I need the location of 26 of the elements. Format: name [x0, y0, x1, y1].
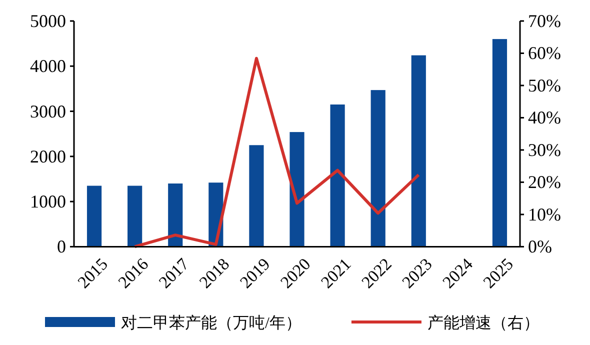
line-series: [133, 56, 420, 248]
y-tick-label: 4000: [30, 56, 66, 76]
bar: [492, 39, 508, 247]
y2-tick-label: 40%: [528, 108, 561, 128]
y2-tick-label: 50%: [528, 75, 561, 96]
bar: [370, 90, 386, 247]
y2-tick-label: 30%: [528, 140, 561, 160]
y-tick-label: 2000: [30, 146, 66, 166]
bar: [86, 186, 102, 247]
y2-tick-label: 10%: [528, 204, 561, 224]
bar: [128, 186, 142, 247]
y2-tick-label: 20%: [528, 172, 561, 192]
bar: [411, 55, 426, 247]
y-tick-label: 5000: [30, 11, 66, 31]
bar: [249, 145, 264, 247]
y-tick-label: 1000: [30, 192, 66, 212]
legend-label: 对二甲苯产能（万吨/年）: [121, 314, 302, 332]
y2-tick-label: 70%: [528, 11, 561, 31]
bar: [290, 132, 304, 247]
bar: [168, 184, 183, 247]
y2-tick-label: 0%: [528, 236, 552, 257]
legend-label: 产能增速（右）: [427, 314, 540, 332]
y2-tick-label: 60%: [528, 43, 561, 64]
y-tick-label: 0: [57, 236, 66, 257]
y-tick-label: 3000: [30, 101, 66, 122]
bar: [330, 104, 345, 247]
